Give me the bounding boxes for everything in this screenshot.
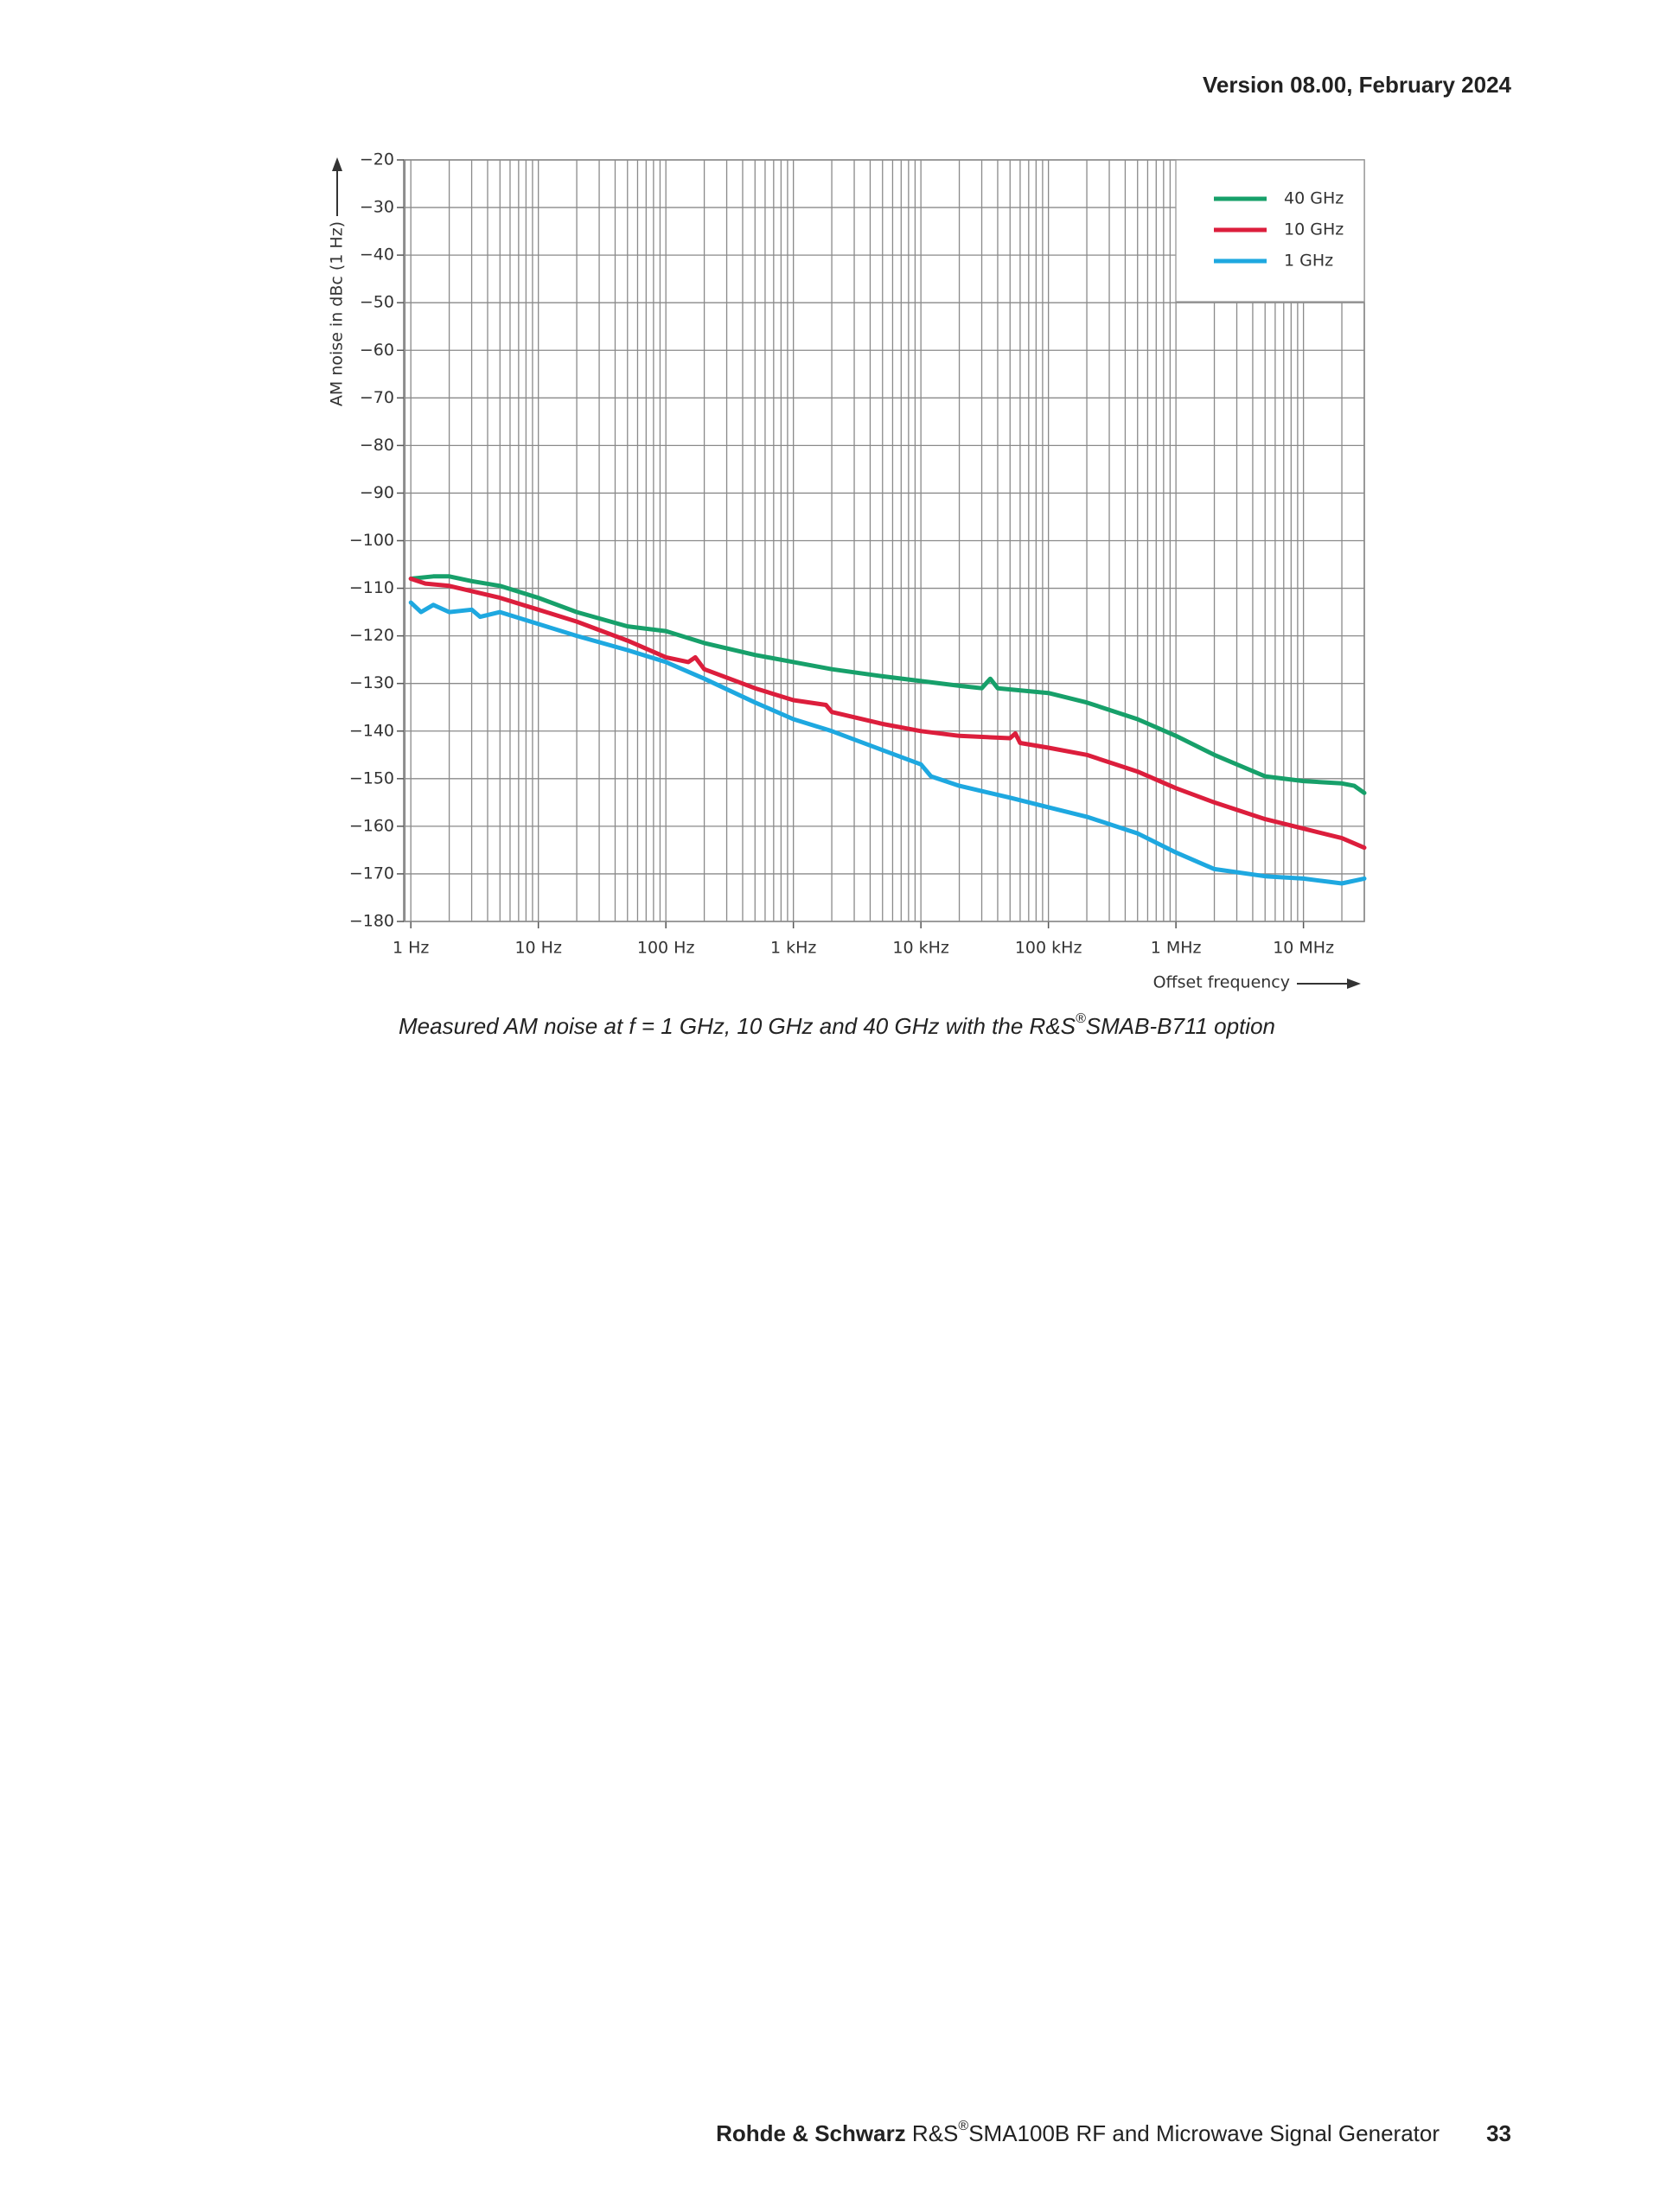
y-tick-label: −40 xyxy=(360,245,394,265)
x-tick-label: 10 kHz xyxy=(892,939,949,958)
y-tick-label: −150 xyxy=(349,768,394,787)
y-tick-label: −100 xyxy=(349,531,394,550)
legend-label: 40 GHz xyxy=(1284,189,1344,208)
legend-box xyxy=(1175,159,1365,303)
x-tick-label: 10 MHz xyxy=(1273,939,1334,958)
y-tick-label: −120 xyxy=(349,626,394,645)
x-tick-label: 100 Hz xyxy=(637,939,695,958)
x-tick-label: 1 kHz xyxy=(770,939,816,958)
header-version: Version 08.00, February 2024 xyxy=(1203,72,1512,98)
x-tick-label: 10 Hz xyxy=(514,939,562,958)
caption-text: Measured AM noise at f = 1 GHz, 10 GHz a… xyxy=(399,1013,1076,1039)
footer-superscript: ® xyxy=(958,2119,968,2133)
y-axis-label: AM noise in dBc (1 Hz) xyxy=(328,221,347,406)
footer-brand: R&S xyxy=(912,2120,958,2146)
y-tick-label: −90 xyxy=(360,483,394,502)
caption-text: SMAB-B711 option xyxy=(1086,1013,1275,1039)
x-axis-arrowhead xyxy=(1347,979,1361,989)
series-line xyxy=(408,574,1367,795)
footer-title: Rohde & Schwarz R&S®SMA100B RF and Micro… xyxy=(716,2119,1440,2146)
chart: 1 Hz 10 Hz 100 Hz 1 kHz 10 kHz 100 kHz 1 MHz 10… xyxy=(328,150,1367,992)
y-tick-label: −130 xyxy=(349,673,394,692)
x-tick-label: 100 kHz xyxy=(1015,939,1082,958)
x-tick-label: 1 Hz xyxy=(393,939,429,958)
y-tick-label: −60 xyxy=(360,341,394,360)
caption-superscript: ® xyxy=(1076,1011,1086,1026)
y-tick-label: −140 xyxy=(349,721,394,740)
x-tick-label: 1 MHz xyxy=(1151,939,1202,958)
x-axis-label: Offset frequency xyxy=(1153,973,1290,992)
series-line xyxy=(408,600,1367,886)
y-tick-label: −20 xyxy=(360,150,394,169)
y-tick-label: −180 xyxy=(349,912,394,931)
series-line xyxy=(408,577,1367,851)
legend-label: 10 GHz xyxy=(1284,220,1344,239)
y-tick-label: −170 xyxy=(349,864,394,883)
y-tick-label: −110 xyxy=(349,578,394,597)
footer-company: Rohde & Schwarz xyxy=(716,2120,906,2146)
y-tick-label: −70 xyxy=(360,388,394,407)
footer-product: SMA100B RF and Microwave Signal Generato… xyxy=(968,2120,1440,2146)
page-number: 33 xyxy=(1486,2120,1511,2146)
y-tick-label: −160 xyxy=(349,816,394,835)
y-tick-label: −50 xyxy=(360,293,394,312)
y-tick-label: −30 xyxy=(360,198,394,217)
y-axis-arrowhead xyxy=(332,157,342,171)
y-tick-label: −80 xyxy=(360,436,394,455)
legend-label: 1 GHz xyxy=(1284,252,1333,271)
caption: Measured AM noise at f = 1 GHz, 10 GHz a… xyxy=(399,1011,1275,1039)
